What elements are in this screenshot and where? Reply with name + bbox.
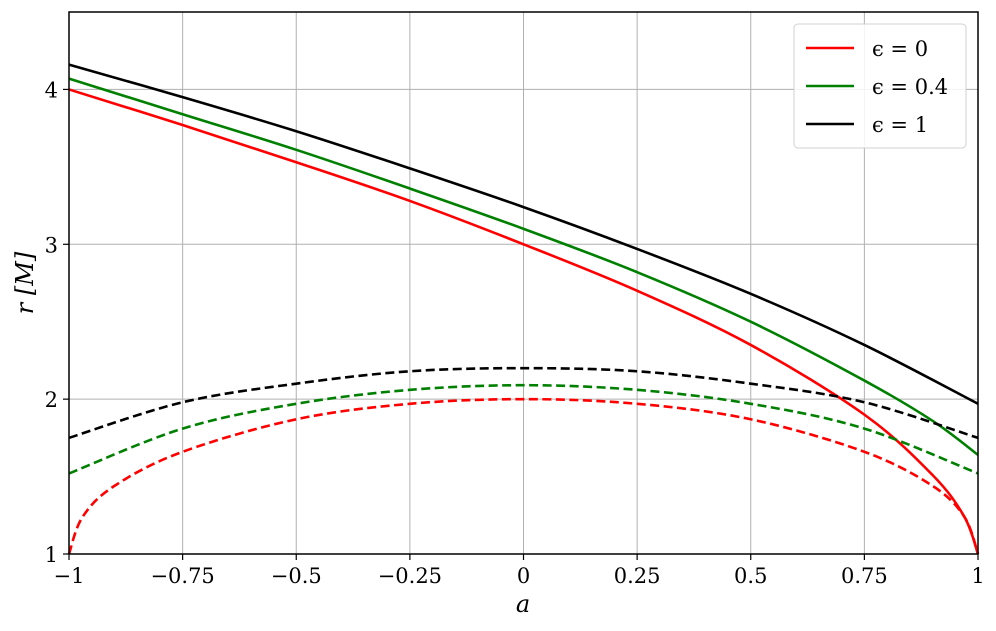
series-line-1 [68, 77, 979, 456]
legend-box [793, 23, 967, 149]
x-tick-label: 0.75 [841, 564, 888, 588]
y-tick-label: 2 [45, 388, 58, 412]
dashed-series-line-3 [67, 397, 980, 555]
x-tick-label: −0.5 [271, 564, 322, 588]
x-tick-label: 0.5 [734, 564, 767, 588]
series-line-0 [68, 88, 980, 555]
x-axis-label: a [516, 590, 530, 618]
x-tick-label: −0.75 [150, 564, 214, 588]
y-axis-label: r [M] [11, 251, 39, 314]
y-tick-label: 4 [45, 78, 58, 102]
legend: ϵ = 0 ϵ = 0.4 ϵ = 1 [793, 23, 967, 149]
series-line-2 [68, 63, 979, 405]
dashed-series-line-4 [68, 383, 979, 475]
x-tick-label: −1 [54, 564, 85, 588]
legend-label: ϵ = 0 [872, 37, 928, 61]
ticks: −1 −0.75 −0.5 −0.25 0 0.25 0.5 0.75 1 1 2 3 4 [45, 78, 985, 588]
legend-label: ϵ = 1 [872, 113, 928, 137]
series-lines [67, 63, 980, 555]
y-tick-label: 1 [45, 543, 58, 567]
legend-label: ϵ = 0.4 [872, 75, 948, 99]
x-tick-label: −0.25 [378, 564, 442, 588]
dashed-series-line-5 [68, 366, 979, 440]
y-tick-label: 3 [45, 233, 58, 257]
x-tick-label: 1 [971, 564, 984, 588]
x-tick-label: 0.25 [614, 564, 661, 588]
x-tick-label: 0 [517, 564, 530, 588]
